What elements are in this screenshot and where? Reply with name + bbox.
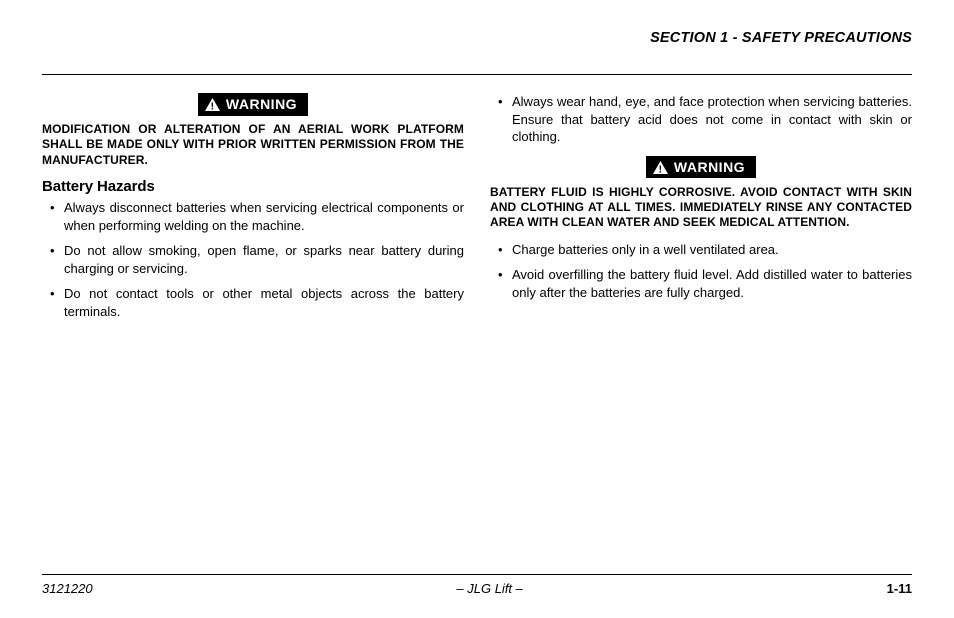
footer-page-number: 1-11 bbox=[887, 581, 912, 596]
right-column: Always wear hand, eye, and face protecti… bbox=[490, 93, 912, 328]
footer-rule bbox=[42, 574, 912, 575]
footer-center-label: – JLG Lift – bbox=[456, 581, 522, 596]
warning-badge: ! WARNING bbox=[646, 156, 756, 179]
warning-badge-wrap: ! WARNING bbox=[490, 156, 912, 179]
warning-badge: ! WARNING bbox=[198, 93, 308, 116]
bullet-list: Always wear hand, eye, and face protecti… bbox=[490, 93, 912, 146]
footer-row: 3121220 – JLG Lift – 1-11 bbox=[42, 581, 912, 596]
page-footer: 3121220 – JLG Lift – 1-11 bbox=[42, 574, 912, 596]
subheading-battery-hazards: Battery Hazards bbox=[42, 178, 464, 195]
list-item: Always disconnect batteries when servici… bbox=[64, 199, 464, 234]
list-item: Do not allow smoking, open flame, or spa… bbox=[64, 242, 464, 277]
bullet-list: Always disconnect batteries when servici… bbox=[42, 199, 464, 320]
warning-paragraph: BATTERY FLUID IS HIGHLY CORROSIVE. AVOID… bbox=[490, 185, 912, 231]
bullet-list: Charge batteries only in a well ventilat… bbox=[490, 241, 912, 302]
warning-badge-wrap: ! WARNING bbox=[42, 93, 464, 116]
warning-label-text: WARNING bbox=[226, 96, 297, 113]
warning-paragraph: MODIFICATION OR ALTERATION OF AN AERIAL … bbox=[42, 122, 464, 168]
list-item: Charge batteries only in a well ventilat… bbox=[512, 241, 912, 259]
warning-triangle-icon: ! bbox=[653, 161, 668, 174]
section-title: SECTION 1 - SAFETY PRECAUTIONS bbox=[42, 30, 912, 46]
svg-text:!: ! bbox=[210, 101, 214, 111]
content-columns: ! WARNING MODIFICATION OR ALTERATION OF … bbox=[42, 93, 912, 328]
warning-triangle-icon: ! bbox=[205, 98, 220, 111]
list-item: Avoid overfilling the battery fluid leve… bbox=[512, 266, 912, 301]
list-item: Always wear hand, eye, and face protecti… bbox=[512, 93, 912, 146]
header-rule bbox=[42, 74, 912, 75]
footer-doc-number: 3121220 bbox=[42, 581, 93, 596]
warning-label-text: WARNING bbox=[674, 159, 745, 176]
list-item: Do not contact tools or other metal obje… bbox=[64, 285, 464, 320]
left-column: ! WARNING MODIFICATION OR ALTERATION OF … bbox=[42, 93, 464, 328]
svg-text:!: ! bbox=[658, 164, 662, 174]
